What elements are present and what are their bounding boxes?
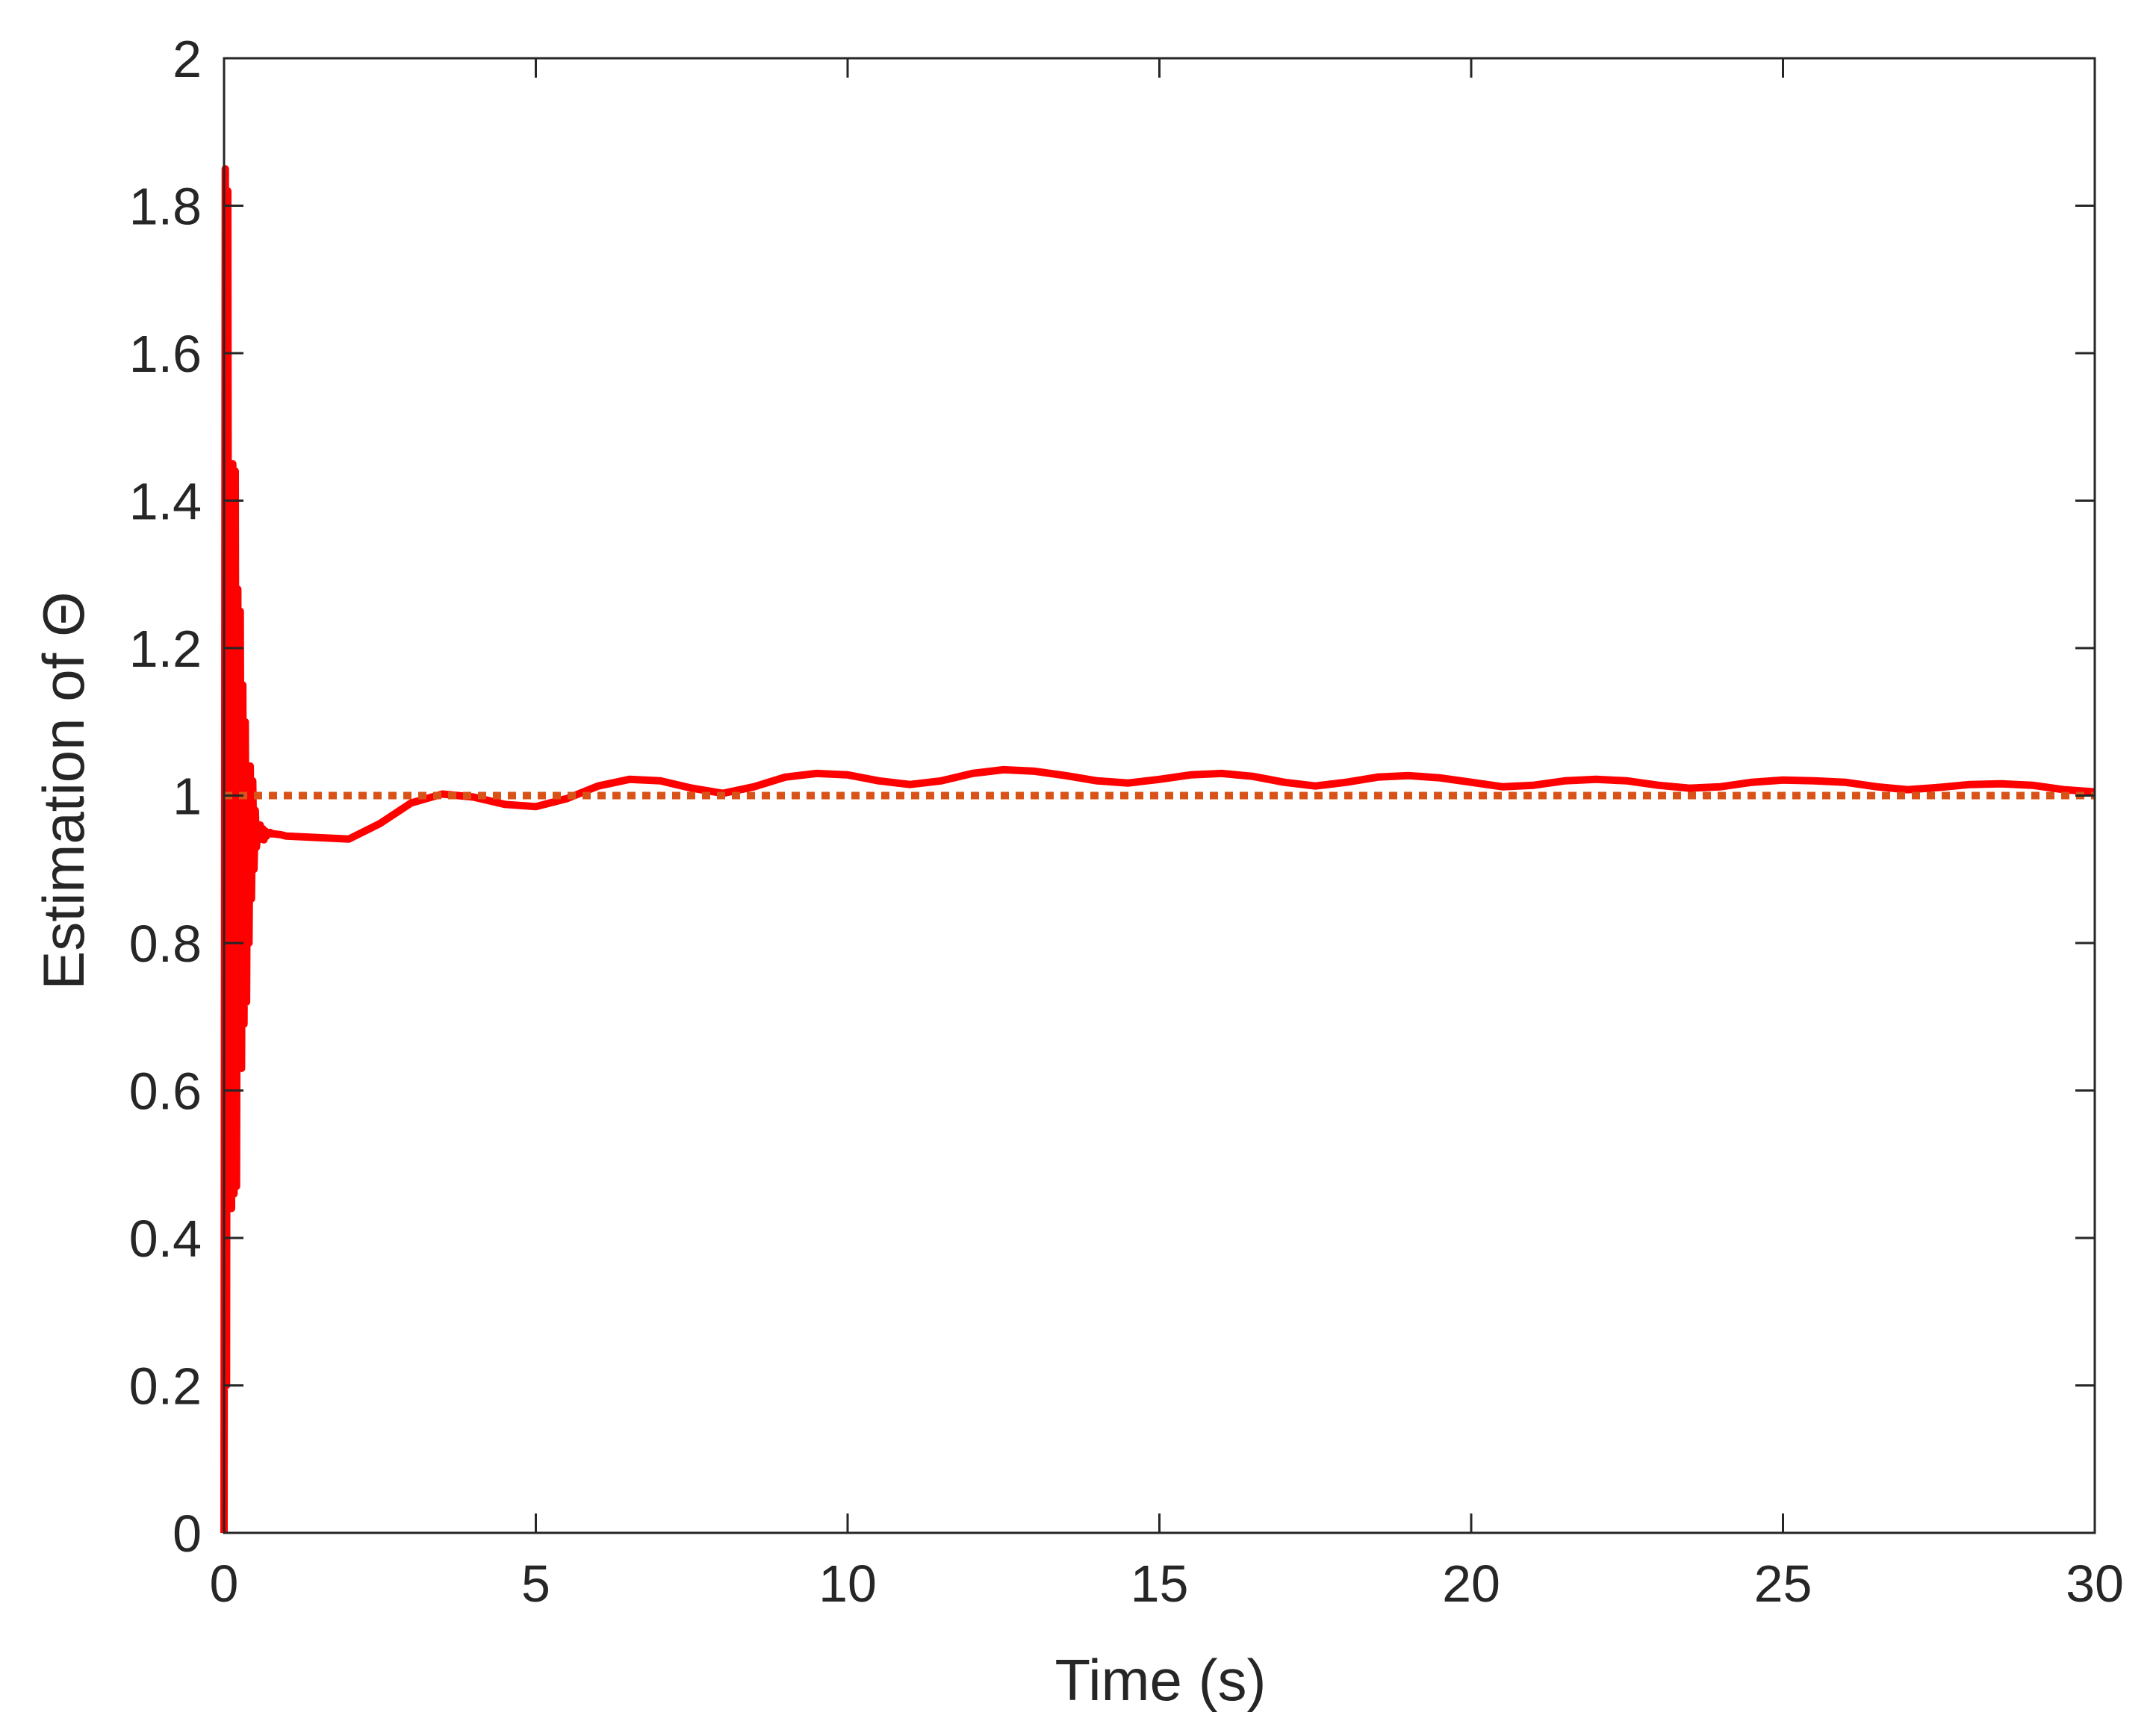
x-tick-label: 5 [521, 1555, 550, 1613]
x-axis-label: Time (s) [1054, 1647, 1266, 1713]
x-tick-label: 0 [210, 1555, 239, 1613]
series-line-estimate [220, 165, 2096, 1534]
y-tick-label: 1.2 [129, 620, 202, 678]
x-tick-label: 20 [1442, 1555, 1500, 1613]
x-tick-label: 15 [1131, 1555, 1189, 1613]
y-tick-label: 0.8 [129, 915, 202, 973]
y-tick-label: 0.6 [129, 1062, 202, 1121]
y-tick-label: 0.2 [129, 1357, 202, 1416]
x-tick-label: 25 [1754, 1555, 1812, 1613]
y-axis-label: Estimation of Θ [31, 591, 96, 989]
y-tick-label: 1.4 [129, 473, 202, 531]
plot-area [220, 165, 2096, 1534]
y-tick-label: 2 [173, 30, 202, 88]
y-tick-label: 0.4 [129, 1210, 202, 1268]
axes: 0 5 10 15 20 25 30 0 0.2 0.4 0.6 0.8 1 1.2 1.4 1.6 1.8 2 [129, 30, 2124, 1613]
x-tick-label: 10 [818, 1555, 877, 1613]
y-tick-label: 0 [173, 1505, 202, 1563]
y-tick-label: 1 [173, 768, 202, 826]
y-tick-label: 1.6 [129, 325, 202, 383]
y-tick-label: 1.8 [129, 178, 202, 236]
x-tick-label: 30 [2066, 1555, 2124, 1613]
